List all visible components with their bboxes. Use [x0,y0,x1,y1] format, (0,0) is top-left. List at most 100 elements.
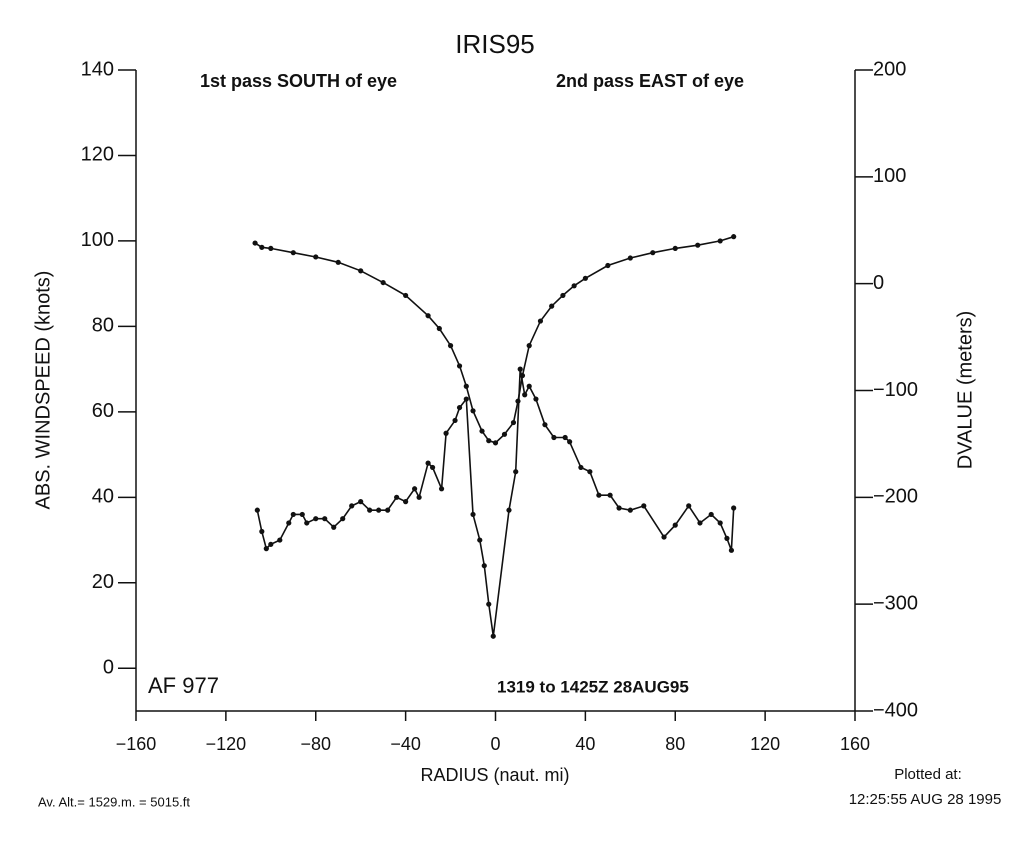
point [560,292,566,299]
point [412,486,418,492]
point [582,275,588,281]
point [519,372,526,379]
point [403,499,409,505]
annotation: 1st pass SOUTH of eye [200,71,397,91]
point [571,283,577,289]
series-line [254,235,734,444]
point [537,318,544,324]
x-tick-label: 0 [490,734,500,754]
point [376,507,382,513]
y-tick-label: 120 [81,144,114,166]
point [481,563,487,569]
point [627,507,633,513]
point [438,486,445,492]
point [695,242,701,248]
y2-tick-label: −300 [873,592,918,614]
y2-tick-label: 200 [873,58,906,80]
y-tick-label: 100 [81,229,114,251]
annotation: 1319 to 1425Z 28AUG95 [497,677,689,696]
point [436,325,442,332]
footer: 12:25:55 AUG 28 1995 [849,791,1002,808]
point [252,240,258,246]
point [463,396,469,402]
point [322,516,328,522]
chart-title: IRIS95 [455,29,535,59]
x-tick-label: −80 [300,734,331,754]
point [605,262,611,269]
series-line [256,368,735,637]
point [268,541,274,547]
point [277,537,283,543]
point [567,439,573,445]
point [672,245,678,252]
point [724,535,730,541]
point [452,417,458,424]
y2-axis-label: DVALUE (meters) [954,311,976,470]
y2-tick-label: −400 [873,699,918,721]
x-axis-label: RADIUS (naut. mi) [420,765,569,785]
y-tick-label: 0 [103,657,114,679]
point [394,494,400,500]
point [299,511,305,518]
point [526,383,532,389]
point [587,469,593,475]
point [492,440,499,446]
point [717,238,723,244]
point [268,245,274,252]
point [731,505,737,511]
point [349,503,355,509]
point [443,430,449,436]
point [380,279,386,286]
point [286,520,292,526]
point [456,363,463,369]
x-tick-label: −120 [206,734,247,754]
point [358,268,364,274]
point [403,292,409,299]
point [533,396,539,402]
point [490,633,496,639]
point [549,303,555,309]
x-tick-label: −160 [116,734,157,754]
footer: Av. Alt.= 1529.m. = 5015.ft [38,794,190,809]
point [486,438,492,444]
point [717,520,723,526]
point [477,537,483,543]
point [425,460,431,466]
point [551,434,557,441]
y2-tick-label: −200 [873,486,918,508]
y2-tick-label: 0 [873,272,884,294]
point [708,511,714,518]
point [501,431,508,437]
y-tick-label: 80 [92,315,114,337]
point [672,522,678,528]
point [313,516,319,522]
point [731,234,737,240]
point [470,408,476,414]
point [513,469,519,475]
point [697,520,703,526]
y2-tick-label: 100 [873,165,906,187]
x-tick-label: 120 [750,734,780,754]
point [686,503,692,509]
point [641,503,647,509]
point [479,428,485,434]
annotation: AF 977 [148,673,219,698]
point [650,250,656,256]
point [616,505,622,511]
point [522,392,528,398]
point [313,254,319,260]
point [304,520,310,526]
point [607,492,613,498]
y-tick-label: 140 [81,58,114,80]
x-tick-label: 40 [575,734,595,754]
point [526,343,532,349]
y-tick-label: 40 [92,486,114,508]
point [416,494,422,500]
y-tick-label: 20 [92,571,114,593]
point [463,383,469,389]
point [578,464,584,471]
y-axis-label: ABS. WINDSPEED (knots) [32,271,54,510]
point [358,499,364,505]
point [331,524,337,530]
point [517,366,523,372]
